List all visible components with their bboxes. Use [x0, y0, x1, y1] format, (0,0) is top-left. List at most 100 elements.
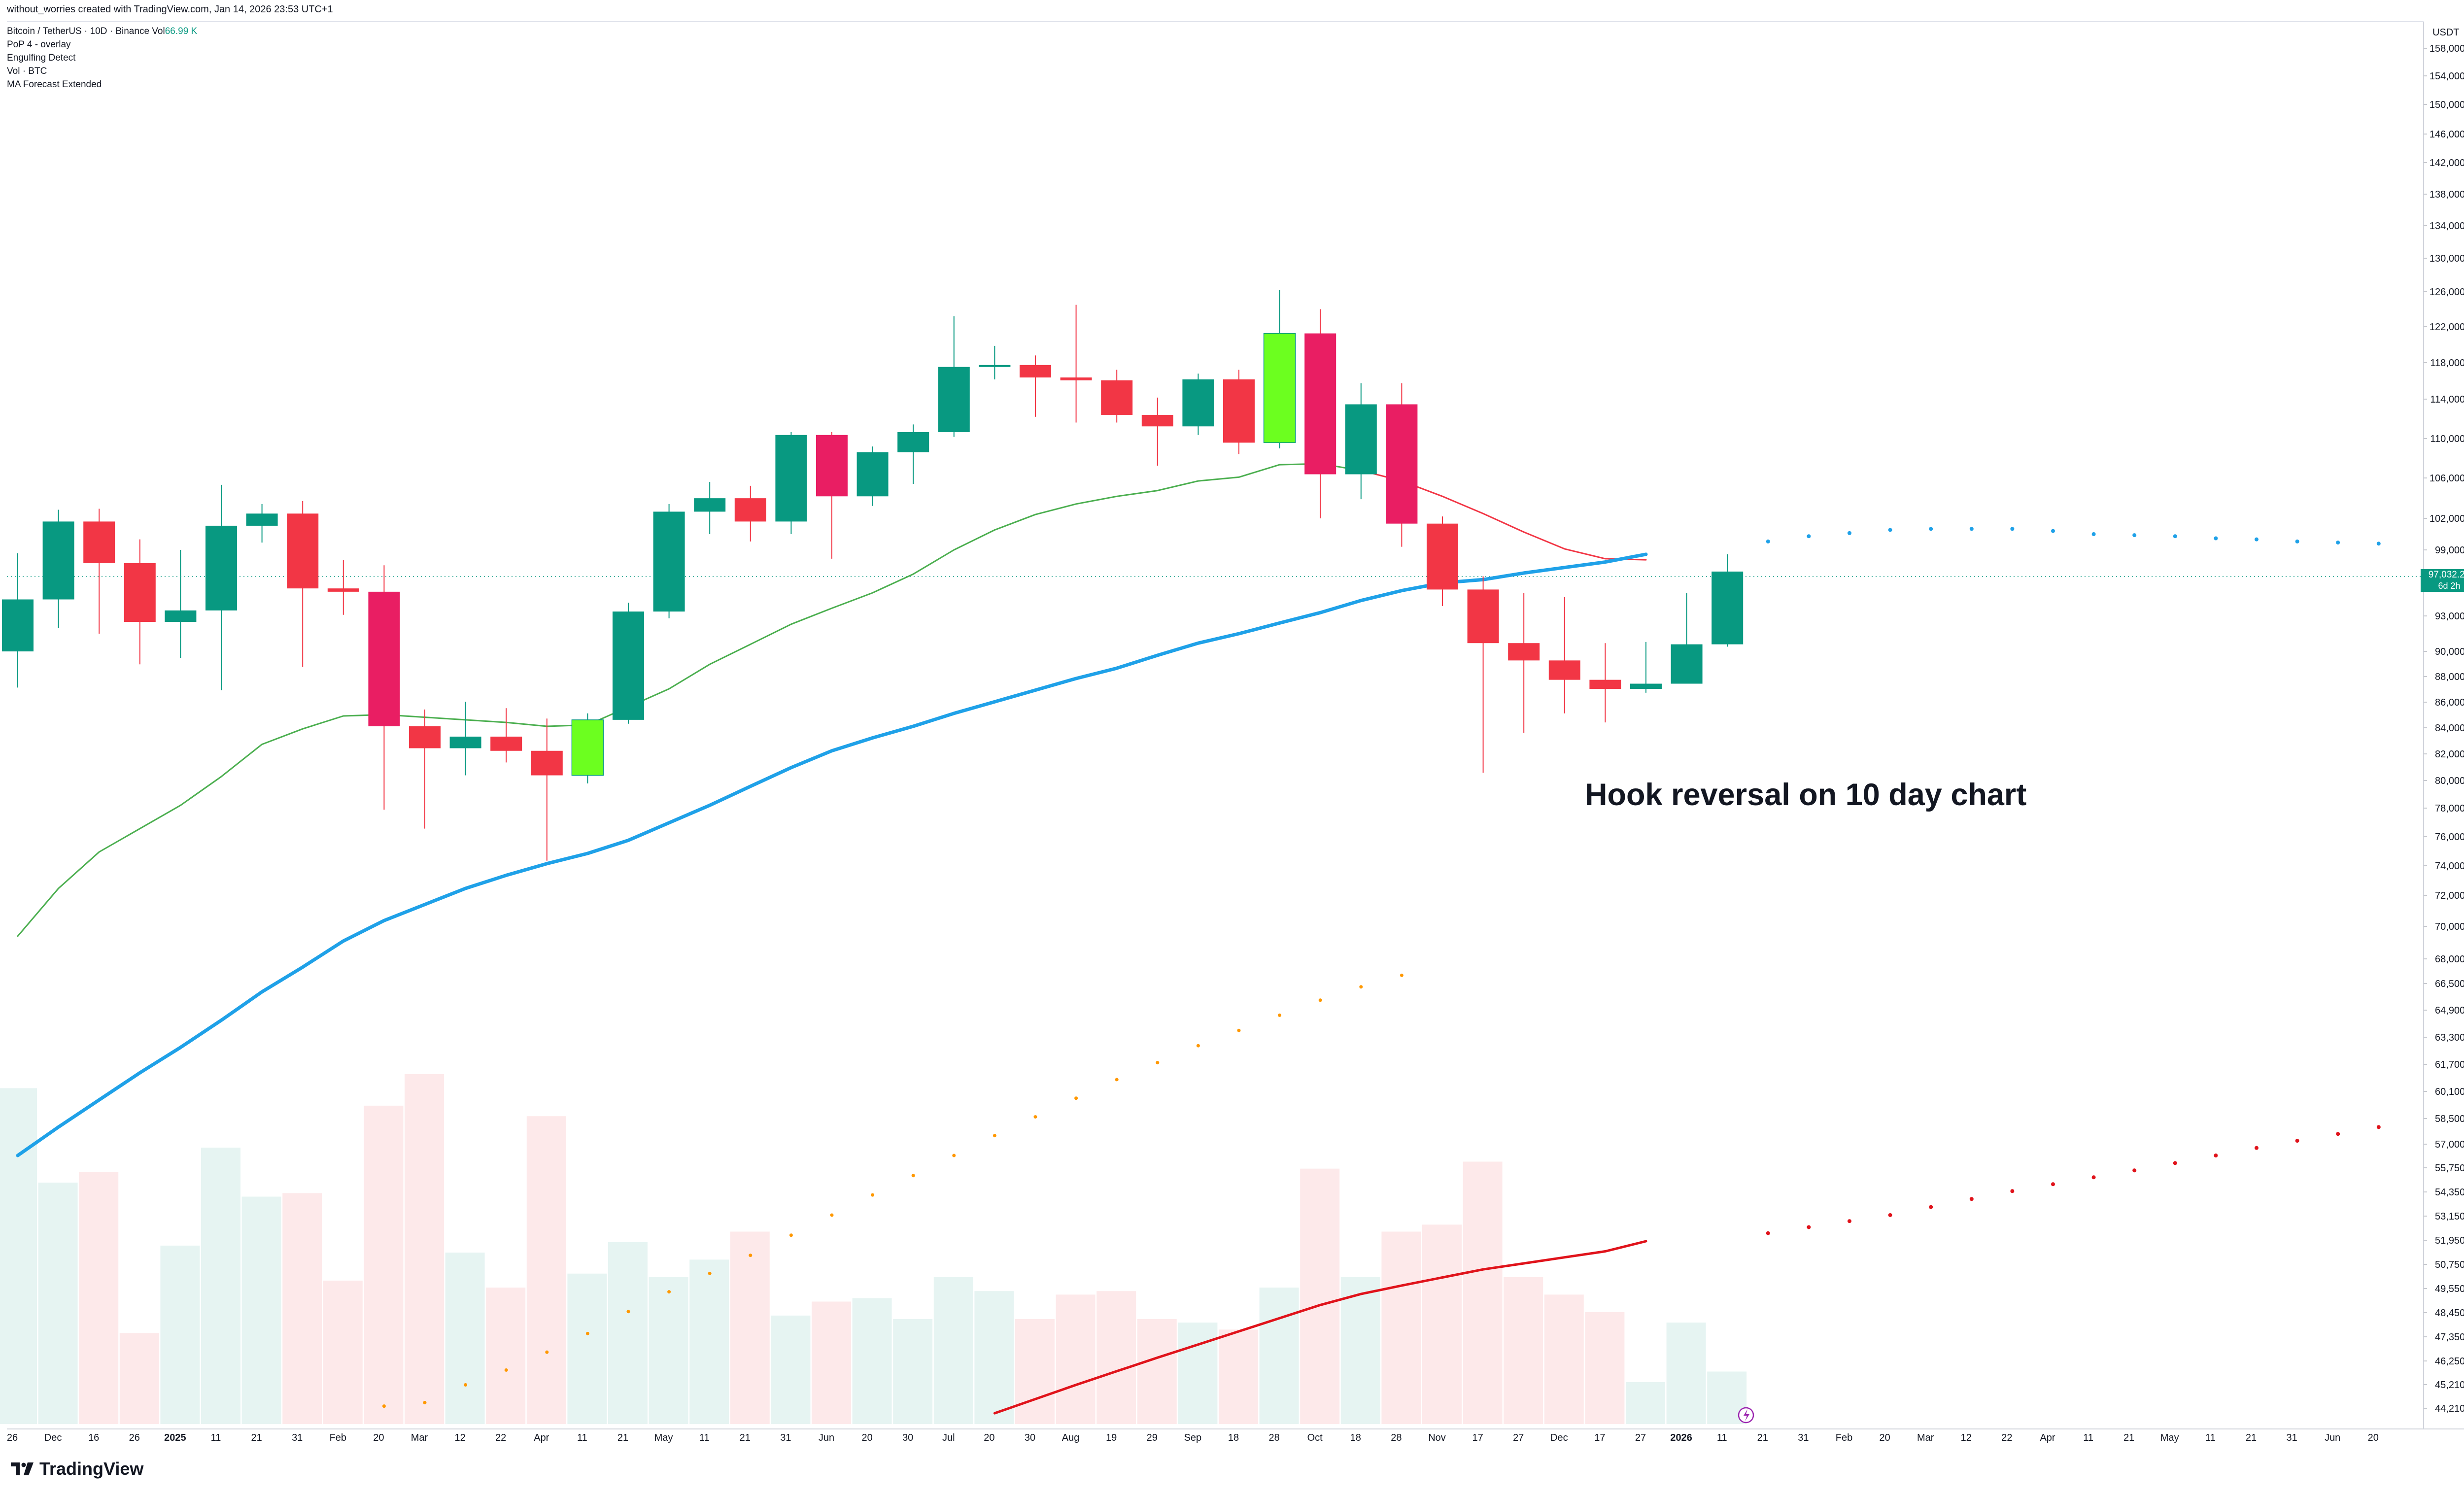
price-axis-label: 78,000.00	[2435, 803, 2464, 814]
time-axis-label: 21	[2123, 1432, 2134, 1443]
candle-body	[327, 588, 359, 592]
candle	[734, 485, 766, 542]
orange-forecast-dot	[585, 1331, 589, 1335]
time-axis-label: 2026	[1670, 1432, 1692, 1443]
ma-slow-forecast-dot	[1848, 531, 1851, 535]
time-axis-label: 11	[699, 1432, 710, 1443]
volume-bar	[160, 1245, 200, 1424]
price-axis-label: 86,000.00	[2435, 697, 2464, 708]
volume-bar	[1463, 1161, 1503, 1424]
candle-body	[1589, 679, 1621, 689]
time-axis-label: 30	[1025, 1432, 1035, 1443]
candle-body	[449, 736, 481, 748]
candle	[42, 509, 74, 628]
candle	[1020, 355, 1051, 417]
price-axis-label: 64,900.00	[2435, 1005, 2464, 1016]
time-axis[interactable]: 26 Dec 16 26 2025 11 21 31 Feb 20 Mar 12 22 Apr 11 21 Ma…	[7, 1432, 2379, 1443]
ma-long-line	[993, 1240, 1647, 1415]
time-axis-label: 21	[2246, 1432, 2257, 1443]
time-axis-label: 20	[373, 1432, 384, 1443]
price-axis-label: 130,000.00	[2430, 253, 2464, 264]
candle-body	[409, 726, 441, 748]
volume-bar	[405, 1074, 444, 1424]
time-axis-label: 20	[861, 1432, 872, 1443]
time-axis-label: Nov	[1428, 1432, 1446, 1443]
candle-body	[1427, 523, 1458, 590]
volume-bar	[1626, 1382, 1665, 1424]
volume-bar	[323, 1280, 363, 1424]
ma-slow-forecast-dot	[1766, 539, 1770, 543]
ma-long-forecast-dot	[1848, 1219, 1851, 1223]
volume-bar	[526, 1116, 566, 1424]
orange-forecast-dot	[464, 1383, 468, 1387]
price-axis-label: 60,100.00	[2435, 1087, 2464, 1097]
chart-credit: without_worries created with TradingView…	[7, 4, 333, 15]
indicator-volume[interactable]: Vol · BTC	[7, 66, 47, 76]
candle-body	[1548, 660, 1580, 680]
time-axis-label: 12	[1961, 1432, 1972, 1443]
candle	[83, 509, 115, 634]
volume-bar	[1219, 1329, 1258, 1424]
volume-bar	[852, 1298, 892, 1424]
replay-icon[interactable]	[1738, 1407, 1754, 1424]
tradingview-brand[interactable]: TradingView	[11, 1459, 143, 1479]
candle	[979, 345, 1011, 379]
price-axis-label: 82,000.00	[2435, 749, 2464, 760]
ma-long-forecast-dot	[1929, 1205, 1933, 1209]
candle-body	[1020, 365, 1051, 378]
price-axis-label: 57,000.00	[2435, 1139, 2464, 1150]
candle	[2, 553, 34, 688]
price-axis[interactable]: 158,000.00 154,000.00 150,000.00 146,000.00…	[2424, 43, 2464, 1414]
candle-body	[613, 611, 644, 720]
time-axis-label: Aug	[1062, 1432, 1080, 1443]
ma-long-forecast-dot	[1766, 1231, 1770, 1235]
orange-forecast-dot	[1074, 1096, 1078, 1100]
candle-body	[124, 563, 156, 622]
candle-body	[897, 432, 929, 452]
candle-body	[734, 498, 766, 522]
candle	[490, 708, 522, 763]
candle-body	[1101, 380, 1133, 415]
candle	[897, 424, 929, 484]
orange-forecast-dot	[789, 1233, 793, 1237]
candle-body	[1345, 404, 1377, 475]
price-axis-label: 55,750.00	[2435, 1163, 2464, 1174]
indicator-pop4[interactable]: PoP 4 - overlay	[7, 39, 71, 50]
indicator-engulfing[interactable]: Engulfing Detect	[7, 53, 76, 63]
time-axis-label: 21	[251, 1432, 262, 1443]
ma-slow-forecast-dot	[2255, 537, 2259, 542]
price-axis-label: 138,000.00	[2430, 189, 2464, 200]
volume-bar	[486, 1288, 526, 1424]
volume-bars	[0, 1074, 1747, 1424]
volume-bar	[567, 1273, 607, 1424]
volume-bar	[1259, 1288, 1299, 1424]
time-axis-label: Oct	[1307, 1432, 1323, 1443]
indicator-ma-forecast[interactable]: MA Forecast Extended	[7, 79, 102, 90]
price-axis-label: 99,000.00	[2435, 545, 2464, 556]
symbol-legend[interactable]: Bitcoin / TetherUS · 10D · Binance Vol66…	[7, 25, 197, 38]
orange-forecast-dot	[1400, 973, 1403, 977]
orange-forecast-dot	[423, 1400, 427, 1404]
price-axis-label: 63,300.00	[2435, 1032, 2464, 1043]
time-axis-label: 20	[984, 1432, 994, 1443]
price-axis-label: 51,950.00	[2435, 1235, 2464, 1246]
price-axis-label: 45,210.00	[2435, 1380, 2464, 1391]
candle	[1386, 383, 1418, 547]
price-axis-label: 88,000.00	[2435, 672, 2464, 682]
volume-bar	[119, 1333, 159, 1424]
orange-forecast-dot	[952, 1154, 956, 1157]
volume-bar	[1422, 1224, 1462, 1424]
candle	[1223, 370, 1255, 454]
time-axis-label: 21	[617, 1432, 628, 1443]
orange-forecast-dot	[1115, 1078, 1119, 1082]
ma-fast-line	[17, 463, 1362, 937]
candle-body	[979, 365, 1011, 367]
time-axis-label: 17	[1472, 1432, 1483, 1443]
candle-body	[368, 591, 400, 726]
orange-forecast-dot	[871, 1193, 875, 1197]
price-axis-label: 49,550.00	[2435, 1284, 2464, 1294]
candle	[1263, 290, 1296, 449]
candle	[1345, 383, 1377, 500]
candle-body	[531, 750, 563, 776]
